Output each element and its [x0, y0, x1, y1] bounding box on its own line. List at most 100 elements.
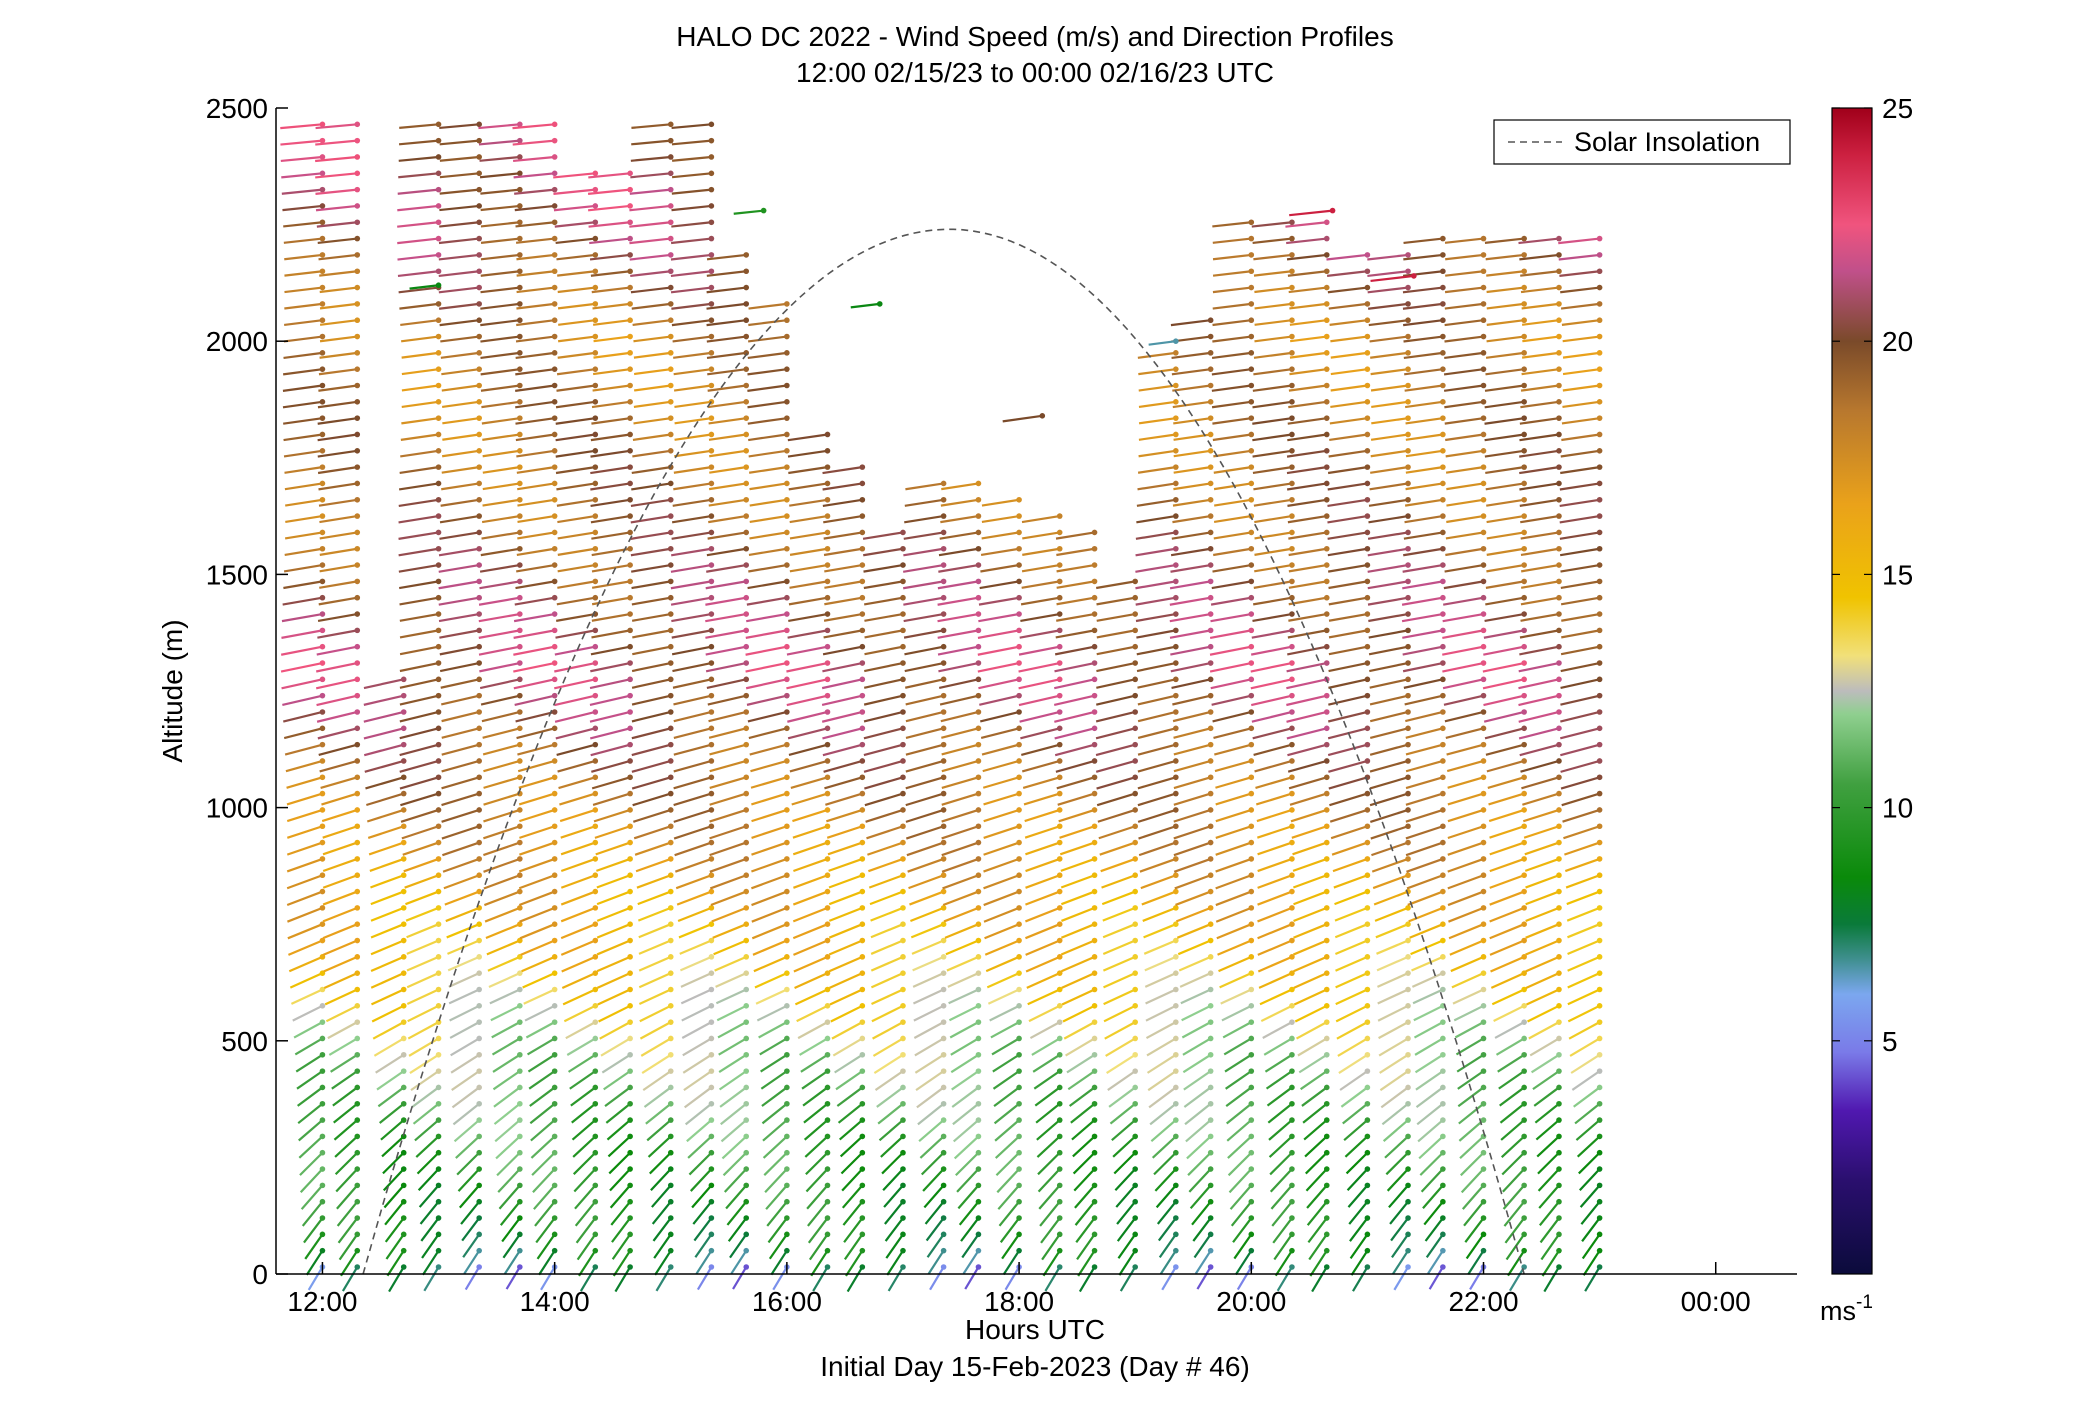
wind-barb [371, 1004, 405, 1023]
wind-barb [439, 204, 480, 212]
wind-barb-dot [1207, 970, 1214, 976]
wind-barb [1369, 808, 1409, 823]
wind-barb [588, 172, 631, 179]
wind-barb-dot [1364, 1084, 1371, 1091]
wind-barb-dot [319, 611, 326, 617]
wind-barb [952, 1119, 980, 1143]
wind-barb [1388, 1184, 1409, 1209]
wind-barb [560, 841, 596, 856]
wind-barb [983, 792, 1020, 806]
wind-barb [750, 759, 788, 773]
wind-barb-dot [400, 774, 407, 781]
wind-barb-dot [319, 1003, 326, 1009]
wind-barb [439, 188, 480, 195]
wind-barb [654, 1250, 672, 1276]
wind-barb [1370, 449, 1409, 458]
wind-barb-dot [354, 464, 361, 470]
wind-barb [1520, 612, 1560, 622]
wind-barb [556, 743, 596, 757]
wind-barb-dot [784, 529, 790, 536]
wind-barb [1305, 1151, 1328, 1175]
wind-barb [442, 417, 480, 425]
wind-barb [1099, 841, 1136, 856]
wind-barb [1485, 466, 1525, 475]
wind-barb-dot [435, 709, 442, 715]
wind-barb-dot [1207, 1068, 1214, 1074]
wind-barb-dot [1364, 758, 1371, 764]
wind-barb [1460, 1151, 1485, 1177]
wind-barb-dot [708, 1117, 715, 1123]
wind-barb-dot [1173, 856, 1179, 862]
wind-barb [1525, 939, 1560, 956]
wind-barb [905, 759, 944, 773]
wind-barb-dot [667, 627, 674, 634]
wind-barb [1025, 955, 1061, 973]
wind-barb-dot [551, 268, 558, 275]
wind-barb-dot [859, 823, 866, 830]
wind-barb-dot [859, 480, 866, 487]
wind-barb [955, 1151, 980, 1177]
wind-barb-dot [435, 170, 442, 177]
wind-barb-dot [1016, 954, 1022, 960]
wind-barb-dot [627, 317, 633, 324]
wind-barb [442, 857, 480, 873]
wind-barb-dot [551, 464, 558, 470]
wind-barb [1286, 727, 1328, 740]
wind-barb-dot [784, 725, 790, 732]
wind-barb [924, 1201, 945, 1225]
wind-barb-dot [1132, 676, 1138, 683]
wind-barb-dot [859, 1166, 866, 1172]
wind-barb-dot [1016, 529, 1022, 536]
wind-barb-dot [517, 137, 523, 144]
wind-barb [557, 515, 596, 524]
wind-barb-dot [667, 496, 674, 503]
wind-barb [1034, 1086, 1061, 1107]
wind-barb [1288, 531, 1327, 540]
wind-barb [962, 1250, 980, 1275]
wind-barb-dot [354, 643, 361, 650]
wind-barb-dot [859, 627, 866, 634]
wind-barb-dot [1480, 350, 1487, 356]
wind-barb [399, 661, 439, 673]
wind-barb [1213, 531, 1252, 540]
wind-barb [1442, 661, 1484, 673]
wind-barb [438, 237, 480, 245]
wind-barb-dot [1440, 937, 1446, 944]
wind-barb-dot [1323, 252, 1330, 258]
wind-barb-dot [400, 1166, 407, 1172]
wind-barb-dot [743, 1166, 750, 1172]
wind-barb-dot [1248, 1182, 1255, 1189]
wind-barb [716, 1004, 747, 1022]
wind-barb [978, 678, 1020, 690]
wind-barb-dot [319, 872, 326, 879]
wind-barb [822, 498, 863, 507]
wind-barb-dot [975, 529, 982, 536]
wind-barb-dot [743, 268, 750, 275]
wind-barb [406, 923, 439, 939]
wind-barb [828, 890, 863, 906]
wind-barb-dot [1596, 921, 1603, 927]
wind-barb [837, 1102, 864, 1124]
wind-barb [945, 939, 979, 956]
wind-barb-dot [743, 1068, 750, 1074]
wind-barb [400, 433, 439, 441]
wind-barb [281, 188, 323, 195]
wind-barb [317, 433, 358, 442]
wind-barb-dot [1521, 431, 1527, 438]
wind-barb-dot [1207, 1264, 1214, 1270]
wind-barb [751, 890, 788, 907]
wind-barb [421, 1233, 440, 1259]
wind-barb [1465, 1233, 1485, 1260]
wind-barb-dot [784, 1003, 790, 1009]
wind-barb [1054, 678, 1095, 690]
wind-barb-dot [592, 1100, 599, 1107]
wind-barb [554, 645, 596, 656]
wind-barb-dot [319, 464, 326, 470]
wind-barb [451, 1070, 480, 1091]
wind-barb [748, 466, 788, 474]
wind-barb-dot [1132, 627, 1138, 634]
wind-barb [1287, 417, 1327, 425]
wind-barb-dot [1556, 464, 1562, 470]
wind-barb-dot [517, 235, 523, 242]
wind-barb-dot [476, 154, 482, 160]
